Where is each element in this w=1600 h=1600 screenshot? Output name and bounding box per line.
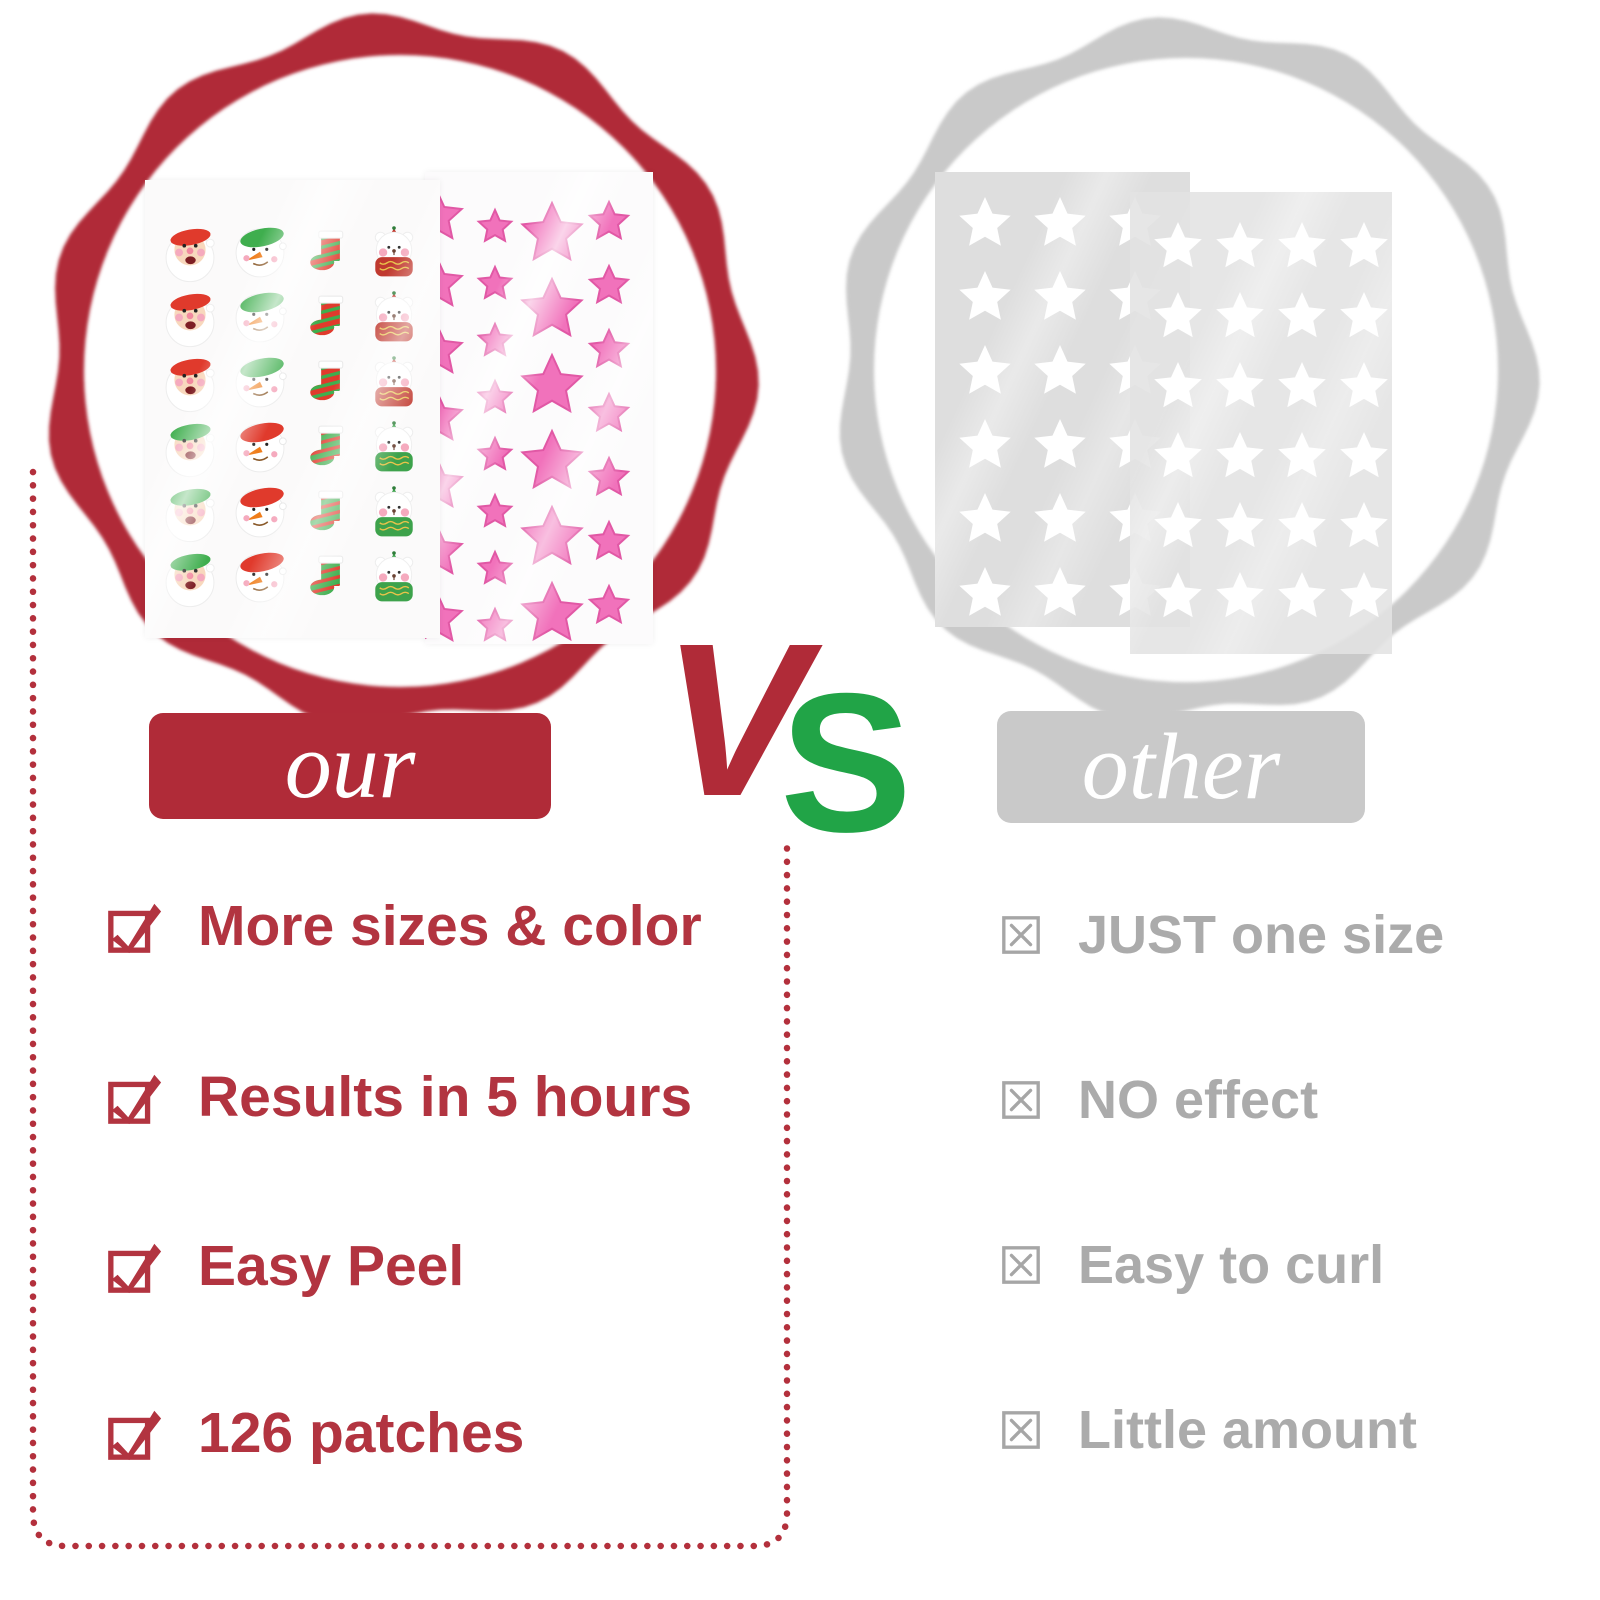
our-christmas-sticker-sheet xyxy=(145,180,440,638)
other-point-label: Easy to curl xyxy=(1078,1235,1385,1295)
our-point-label: Results in 5 hours xyxy=(198,1065,693,1129)
our-pink-star-sheet xyxy=(425,172,653,644)
x-checkbox-icon xyxy=(1002,1411,1040,1449)
checked-checkbox-icon xyxy=(108,903,162,954)
x-checkbox-icon xyxy=(1002,1081,1040,1119)
other-point-label: JUST one size xyxy=(1078,905,1445,965)
christmas-stickers-grid xyxy=(165,226,414,608)
other-star-sheet-front xyxy=(1130,192,1392,654)
our-point-label: 126 patches xyxy=(198,1401,525,1465)
our-banner: our xyxy=(149,713,551,819)
vs-letter-s: S xyxy=(780,652,913,873)
other-banner-label: other xyxy=(1081,715,1281,819)
other-point-row: Little amount xyxy=(1000,1400,1417,1460)
other-point-label: NO effect xyxy=(1078,1070,1319,1130)
vs-letter-v: V xyxy=(662,599,808,842)
other-point-row: Easy to curl xyxy=(1000,1235,1384,1295)
other-point-label: Little amount xyxy=(1078,1400,1417,1460)
pink-stars-grid xyxy=(425,188,631,642)
our-point-row: More sizes & color xyxy=(106,891,702,961)
x-checkbox-icon xyxy=(1002,916,1040,954)
other-point-row: NO effect xyxy=(1000,1070,1318,1130)
x-checkbox-icon xyxy=(1002,1246,1040,1284)
other-banner: other xyxy=(997,711,1365,823)
our-point-row: Results in 5 hours xyxy=(106,1062,692,1132)
checked-checkbox-icon xyxy=(108,1410,162,1461)
checked-checkbox-icon xyxy=(108,1243,162,1294)
checked-checkbox-icon xyxy=(108,1074,162,1125)
other-point-row: JUST one size xyxy=(1000,905,1444,965)
our-point-label: Easy Peel xyxy=(198,1234,465,1298)
our-point-row: 126 patches xyxy=(106,1398,524,1468)
white-stars-grid-front xyxy=(1154,222,1388,618)
our-banner-label: our xyxy=(284,714,416,818)
our-point-row: Easy Peel xyxy=(106,1231,464,1301)
our-point-label: More sizes & color xyxy=(198,894,702,958)
